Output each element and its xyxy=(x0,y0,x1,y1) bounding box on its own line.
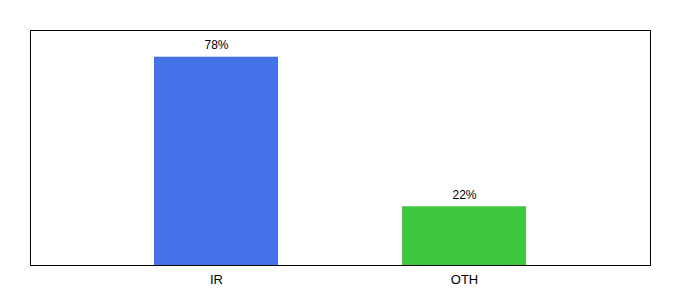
svg-text:22%: 22% xyxy=(452,188,476,202)
svg-text:IR: IR xyxy=(210,272,223,287)
svg-text:OTH: OTH xyxy=(451,272,478,287)
svg-text:78%: 78% xyxy=(204,38,228,52)
